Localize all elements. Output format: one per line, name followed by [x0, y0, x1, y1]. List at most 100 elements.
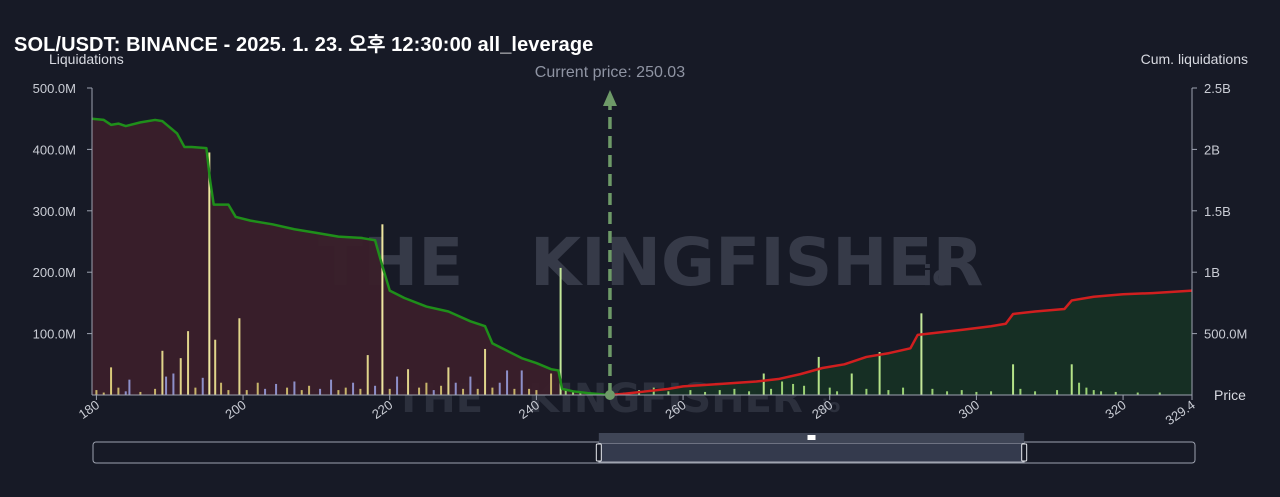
- liquidation-bar: [704, 391, 707, 395]
- x-tick-label: 320: [1102, 397, 1128, 422]
- liquidation-bar: [374, 385, 377, 395]
- zoom-slider-left-handle[interactable]: [595, 443, 602, 462]
- current-price-label: Current price: 250.03: [535, 64, 685, 81]
- liquidation-bar: [990, 391, 993, 395]
- liquidation-bar: [388, 388, 391, 395]
- liquidation-bar: [447, 367, 450, 395]
- liquidation-bar: [194, 387, 197, 395]
- liquidation-bar: [418, 387, 421, 395]
- left-tick-label: 300.0M: [33, 204, 76, 219]
- right-tick-label: 500.0M: [1204, 327, 1247, 342]
- liquidation-bar: [1114, 391, 1117, 395]
- liquidation-bar: [337, 390, 340, 395]
- watermark-suffix: .io: [912, 259, 951, 292]
- liquidation-bar: [513, 388, 516, 395]
- liquidation-bar: [407, 369, 410, 395]
- liquidation-bar: [161, 350, 164, 395]
- liquidation-bar: [850, 373, 853, 395]
- liquidation-bar: [1078, 382, 1081, 395]
- liquidation-bar: [124, 391, 127, 395]
- liquidation-bar: [275, 383, 278, 395]
- liquidation-bar: [817, 356, 820, 395]
- left-tick-label: 400.0M: [33, 142, 76, 157]
- left-tick-label: 200.0M: [33, 265, 76, 280]
- liquidation-bar: [1056, 390, 1059, 395]
- liquidation-bar: [498, 382, 501, 395]
- current-price-dot: [604, 390, 615, 400]
- liquidation-bar: [781, 381, 784, 395]
- left-axis-label: Liquidations: [49, 51, 124, 67]
- right-axis: 500.0M 1B 1.5B 2B 2.5B Cum. liquidations: [1141, 51, 1248, 395]
- liquidation-bar: [803, 385, 806, 395]
- liquidation-bar: [154, 388, 157, 395]
- liquidation-bar: [748, 391, 751, 395]
- liquidation-bar: [208, 152, 211, 395]
- left-axis: 100.0M 200.0M 300.0M 400.0M 500.0M Liquidati…: [33, 51, 124, 395]
- cumulative-lines: [91, 117, 1193, 397]
- zoom-slider-grip-icon[interactable]: [807, 435, 816, 440]
- liquidation-bar: [836, 391, 839, 395]
- current-price-arrow-icon: [602, 90, 617, 106]
- liquidation-bar: [1158, 392, 1161, 395]
- liquidation-bar: [1034, 391, 1037, 395]
- liquidation-bar: [381, 224, 384, 395]
- liquidation-bar: [1070, 364, 1073, 395]
- liquidation-bar: [165, 376, 168, 395]
- liquidation-bar: [214, 339, 217, 395]
- series-line-0: [91, 117, 611, 397]
- liquidation-bar: [352, 382, 355, 395]
- liquidation-bar: [95, 390, 98, 395]
- liquidation-bar: [286, 387, 289, 395]
- liquidation-bar: [878, 352, 881, 395]
- right-axis-ticks: 500.0M 1B 1.5B 2B 2.5B: [1192, 81, 1247, 342]
- liquidation-bar: [491, 387, 494, 395]
- liquidation-bar: [396, 376, 399, 395]
- liquidation-bar: [172, 373, 175, 395]
- series-area-1: [609, 290, 1192, 395]
- zoom-slider-right-handle[interactable]: [1021, 443, 1028, 462]
- liquidation-bar: [319, 388, 322, 395]
- liquidation-bar: [454, 382, 457, 395]
- liquidation-bar: [550, 373, 553, 395]
- liquidation-bar: [770, 388, 773, 395]
- liquidation-bar: [667, 391, 670, 395]
- liquidation-bar: [308, 385, 311, 395]
- liquidation-bar: [528, 388, 531, 395]
- liquidation-bar: [256, 382, 259, 395]
- liquidation-bar: [469, 376, 472, 395]
- liquidation-bar: [432, 390, 435, 395]
- liquidation-bars: [95, 152, 1161, 395]
- liquidation-bar: [1019, 388, 1022, 395]
- liquidation-bar: [359, 388, 362, 395]
- x-axis-label: Price: [1214, 387, 1246, 403]
- liquidation-bar: [264, 388, 267, 395]
- liquidation-bar: [102, 392, 105, 395]
- liquidation-bar: [440, 385, 443, 395]
- zoom-slider-window[interactable]: [598, 442, 1025, 463]
- liquidation-bar: [733, 388, 736, 395]
- right-tick-label: 2B: [1204, 142, 1220, 157]
- liquidation-bar: [1012, 364, 1015, 395]
- liquidation-bar: [579, 392, 582, 395]
- liquidation-bar: [960, 390, 963, 395]
- liquidation-bar: [946, 391, 949, 395]
- liquidation-bar: [975, 391, 978, 395]
- liquidation-bar: [792, 383, 795, 395]
- liquidation-bar: [506, 370, 509, 395]
- zoom-slider[interactable]: [92, 433, 1196, 464]
- liquidation-bar: [902, 387, 905, 395]
- liquidation-bar: [535, 390, 538, 395]
- current-price-marker: Current price: 250.03: [535, 64, 685, 400]
- liquidation-bar: [293, 381, 296, 395]
- liquidation-bar: [238, 318, 241, 395]
- chart-title: SOL/USDT: BINANCE - 2025. 1. 23. 오후 12:3…: [14, 34, 594, 56]
- watermark-suffix-2: .io: [815, 396, 840, 417]
- right-tick-label: 1.5B: [1204, 204, 1231, 219]
- liquidation-bar: [520, 370, 523, 395]
- liquidation-bar: [1092, 390, 1095, 395]
- liquidation-bar: [564, 388, 567, 395]
- right-axis-label: Cum. liquidations: [1141, 51, 1248, 67]
- left-tick-label: 100.0M: [33, 327, 76, 342]
- liquidation-bar: [220, 382, 223, 395]
